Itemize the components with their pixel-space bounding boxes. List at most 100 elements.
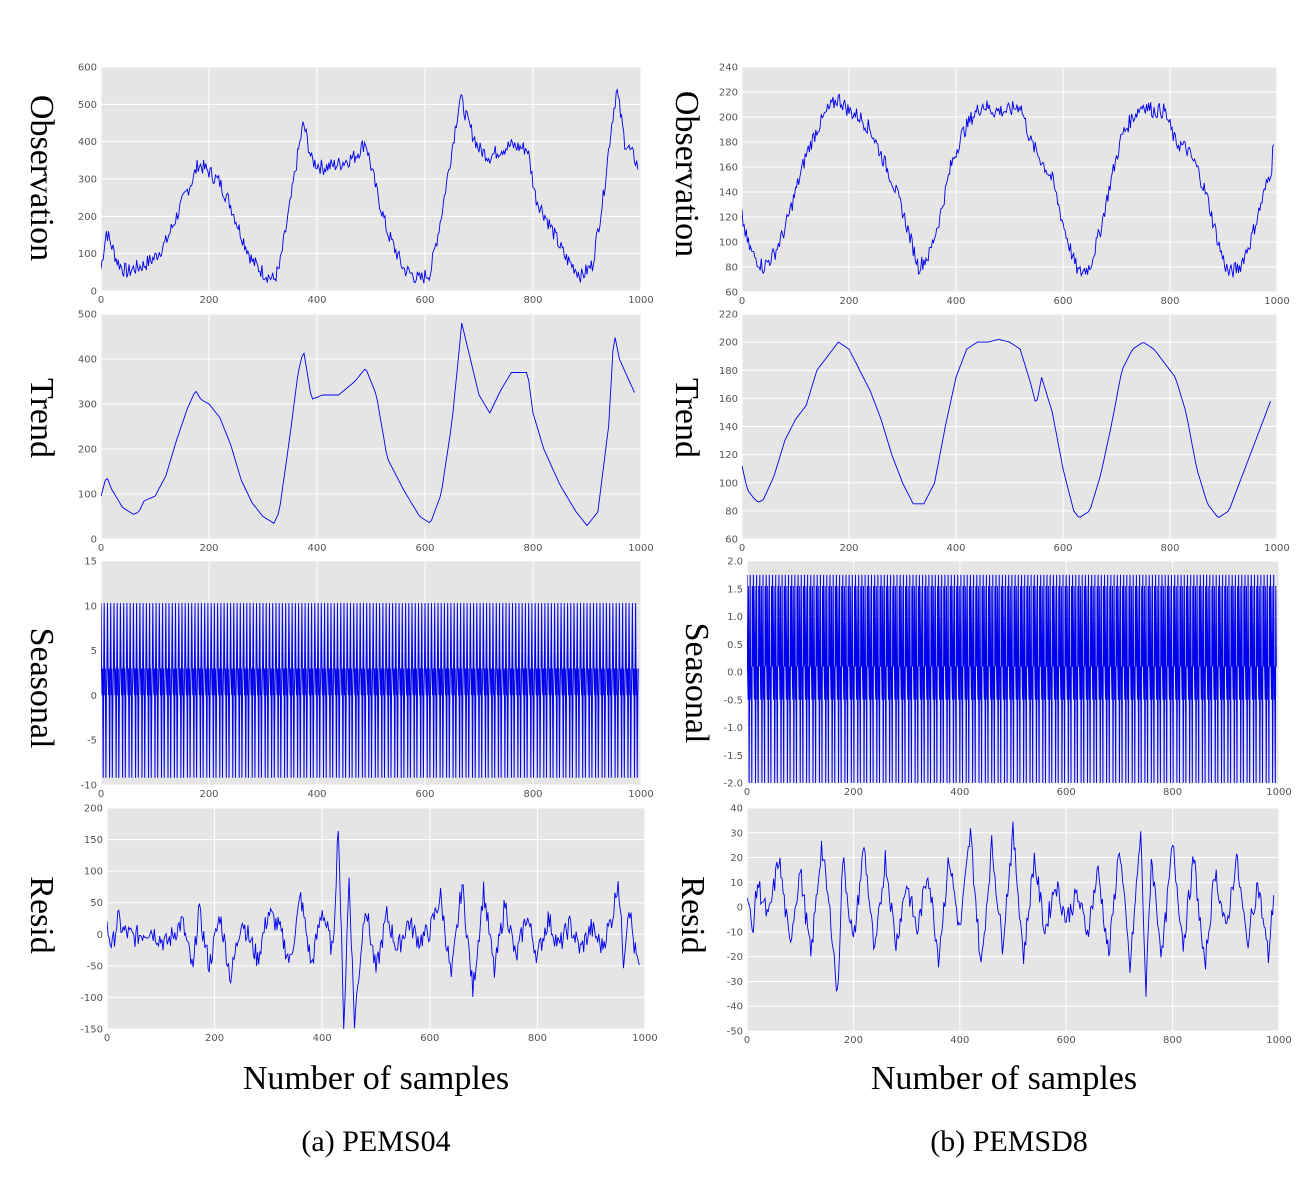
x-tick-label: 1000 — [632, 1033, 657, 1044]
y-tick-label: 80 — [725, 506, 738, 517]
y-tick-label: 500 — [78, 100, 97, 111]
xlabel-b: Number of samples — [871, 1060, 1137, 1097]
y-tick-label: 180 — [719, 138, 738, 149]
y-tick-label: 400 — [78, 355, 97, 366]
y-tick-label: 1.5 — [727, 584, 743, 595]
y-tick-label: 15 — [84, 557, 97, 568]
x-tick-label: 0 — [98, 543, 104, 554]
y-tick-label: -20 — [727, 952, 743, 963]
y-tick-label: 80 — [725, 263, 738, 274]
xlabel-a: Number of samples — [243, 1060, 509, 1097]
x-tick-label: 400 — [950, 1035, 969, 1046]
x-tick-label: 0 — [98, 789, 104, 800]
y-tick-label: 220 — [719, 310, 738, 321]
x-tick-label: 0 — [98, 295, 104, 306]
y-tick-label: 150 — [84, 835, 103, 846]
x-tick-label: 800 — [523, 543, 542, 554]
y-tick-label: 600 — [78, 63, 97, 74]
ylabel-a-seasonal: Seasonal — [23, 628, 60, 749]
y-tick-label: 200 — [78, 212, 97, 223]
plot-area — [747, 808, 1279, 1031]
panel-a-seasonal: -10 -5 0 5 10 15 0 200 400 600 800 1000 — [81, 557, 654, 801]
y-tick-label: 140 — [719, 422, 738, 433]
series-line-b-observation — [742, 93, 1275, 278]
x-tick-label: 800 — [523, 789, 542, 800]
x-tick-label: 0 — [744, 787, 750, 798]
x-tick-label: 800 — [1160, 296, 1179, 307]
y-tick-label: 0 — [97, 930, 103, 941]
x-tick-label: 200 — [844, 1035, 863, 1046]
ylabel-a-observation: Observation — [23, 95, 60, 261]
ylabel-b-resid: Resid — [674, 876, 711, 953]
y-tick-label: -50 — [87, 961, 103, 972]
x-tick-label: 600 — [420, 1033, 439, 1044]
y-tick-label: 180 — [719, 366, 738, 377]
series-line-a-resid — [107, 831, 641, 1029]
y-tick-label: 200 — [719, 338, 738, 349]
panel-a-resid: -150 -100 -50 0 50 100 150 200 0 200 400 600 800 1000 — [80, 804, 657, 1045]
y-tick-label: -40 — [727, 1002, 743, 1013]
plot-area — [101, 314, 641, 539]
series-line-a-observation — [101, 88, 639, 284]
y-tick-label: 100 — [78, 249, 97, 260]
y-tick-label: 240 — [719, 63, 738, 74]
x-tick-label: 600 — [415, 789, 434, 800]
x-tick-label: 0 — [744, 1035, 750, 1046]
y-tick-label: 0 — [737, 903, 743, 914]
y-tick-label: 0 — [91, 535, 97, 546]
y-tick-label: 60 — [725, 535, 738, 546]
y-tick-label: 200 — [719, 113, 738, 124]
x-tick-label: 0 — [739, 543, 745, 554]
y-tick-label: 220 — [719, 88, 738, 99]
y-tick-label: 140 — [719, 188, 738, 199]
ylabel-a-resid: Resid — [23, 876, 60, 953]
x-tick-label: 800 — [523, 295, 542, 306]
ylabel-b-trend: Trend — [668, 378, 705, 458]
x-tick-label: 200 — [199, 543, 218, 554]
x-tick-label: 600 — [1057, 787, 1076, 798]
x-tick-label: 0 — [104, 1033, 110, 1044]
panel-b-observation: 60 80 100 120 140 160 180 200 220 240 0 200 400 600 80… — [719, 63, 1290, 308]
y-tick-label: 50 — [90, 898, 103, 909]
x-tick-label: 1000 — [628, 295, 653, 306]
x-tick-label: 200 — [839, 296, 858, 307]
x-tick-label: 200 — [199, 295, 218, 306]
x-tick-label: 1000 — [628, 789, 653, 800]
series-line-a-trend — [101, 322, 635, 527]
y-tick-label: 500 — [78, 310, 97, 321]
x-tick-label: 400 — [307, 295, 326, 306]
x-tick-label: 400 — [946, 296, 965, 307]
y-tick-label: 0 — [91, 691, 97, 702]
y-tick-label: 160 — [719, 163, 738, 174]
series-line-a-seasonal — [101, 603, 639, 778]
y-tick-label: -10 — [81, 781, 97, 792]
y-tick-label: 0 — [91, 287, 97, 298]
y-tick-label: -0.5 — [723, 695, 743, 706]
x-tick-label: 1000 — [1264, 543, 1289, 554]
x-tick-label: 400 — [307, 789, 326, 800]
series-line-b-resid — [747, 821, 1275, 997]
y-tick-label: 200 — [78, 445, 97, 456]
y-tick-label: 100 — [719, 238, 738, 249]
panel-a-trend: 0 100 200 300 400 500 0 200 400 600 800 1000 — [78, 310, 654, 555]
ylabel-a-trend: Trend — [23, 378, 60, 458]
y-tick-label: -10 — [727, 927, 743, 938]
y-tick-label: 60 — [725, 288, 738, 299]
y-tick-label: 100 — [84, 867, 103, 878]
x-tick-label: 200 — [839, 543, 858, 554]
y-tick-label: -50 — [727, 1027, 743, 1038]
x-tick-label: 800 — [1163, 787, 1182, 798]
x-tick-label: 200 — [844, 787, 863, 798]
y-tick-label: 0.5 — [727, 640, 743, 651]
y-tick-label: 1.0 — [727, 612, 743, 623]
plot-area — [742, 67, 1277, 292]
x-tick-label: 400 — [946, 543, 965, 554]
ylabel-b-observation: Observation — [668, 91, 705, 257]
x-tick-label: 400 — [950, 787, 969, 798]
x-tick-label: 1000 — [1264, 296, 1289, 307]
y-tick-label: 40 — [730, 804, 743, 815]
caption-a: (a) PEMS04 — [301, 1125, 450, 1158]
ylabel-b-seasonal: Seasonal — [678, 623, 715, 744]
y-tick-label: 160 — [719, 394, 738, 405]
